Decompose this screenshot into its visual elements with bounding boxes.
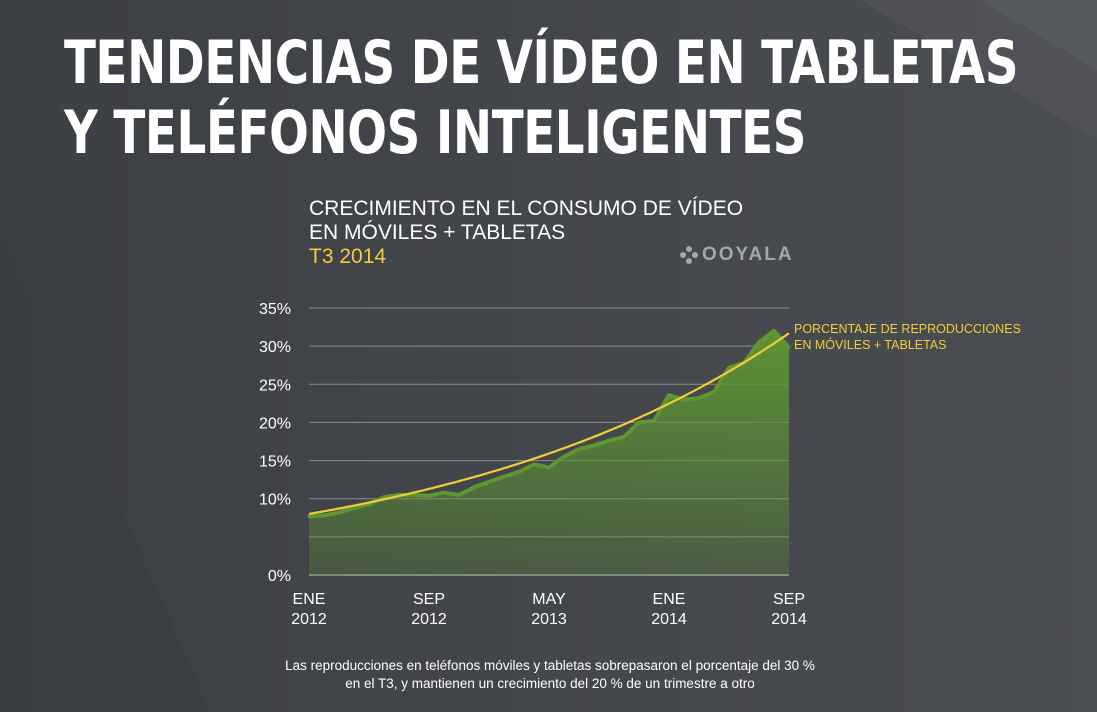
data-point [322,513,326,517]
data-point [562,455,566,459]
data-point [532,462,536,466]
x-tick-label: 2014 [651,611,687,628]
data-point [487,480,491,484]
data-point [667,393,671,397]
data-point [592,443,596,447]
chart-subtitle: T3 2014 [309,245,387,268]
caption-line-1: Las reproducciones en teléfonos móviles … [285,658,815,673]
data-point [757,340,761,344]
y-tick-label: 15% [259,454,291,471]
ooyala-logo: OOYALA [679,244,794,266]
y-tick-label: 25% [259,377,291,394]
data-point [637,420,641,424]
y-tick-label: 0% [268,568,291,585]
x-axis-ticks: ENE 2012 SEP 2012 MAY 2013 ENE 2014 SEP 2014 [291,591,807,628]
data-point [457,493,461,497]
footnote-caption: Las reproducciones en teléfonos móviles … [200,657,900,693]
x-tick-label: 2012 [291,611,327,628]
data-point [307,514,311,518]
data-point [727,366,731,370]
page-title-line-2: Y TELÉFONOS INTELIGENTES [64,98,807,168]
y-tick-label: 35% [259,301,291,318]
data-point [652,419,656,423]
data-point [547,465,551,469]
data-point [502,475,506,479]
chart-title-line-2: EN MÓVILES + TABLETAS [309,221,566,244]
x-tick-label: ENE [653,591,686,608]
data-point [607,439,611,443]
data-point [622,435,626,439]
data-point [517,470,521,474]
x-tick-label: MAY [532,591,566,608]
x-tick-label: SEP [773,591,805,608]
data-point [382,495,386,499]
x-tick-label: SEP [413,591,445,608]
page-title: TENDENCIAS DE VÍDEO EN TABLETAS Y TELÉFO… [64,28,1019,168]
caption-line-2: en el T3, y mantienen un crecimiento del… [345,676,755,691]
series-area [309,330,789,575]
x-tick-label: 2013 [531,611,567,628]
page-title-line-1: TENDENCIAS DE VÍDEO EN TABLETAS [64,28,1019,98]
trend-label-line-1: PORCENTAJE DE REPRODUCCIONES [794,322,1021,336]
x-tick-label: 2012 [411,611,447,628]
data-point [787,346,791,350]
data-point [697,396,701,400]
chart-title: CRECIMIENTO EN EL CONSUMO DE VÍDEO EN MÓ… [309,197,743,269]
chart-title-line-1: CRECIMIENTO EN EL CONSUMO DE VÍDEO [309,197,744,220]
data-point [442,491,446,495]
trend-label-line-2: EN MÓVILES + TABLETAS [794,337,946,352]
trend-line [308,332,790,516]
x-tick-label: ENE [293,591,326,608]
data-point [412,493,416,497]
data-point [352,506,356,510]
data-point [577,447,581,451]
data-point [772,329,776,333]
y-tick-label: 10% [259,492,291,509]
y-tick-label: 30% [259,339,291,356]
data-point [427,494,431,498]
data-point [682,398,686,402]
y-tick-label: 20% [259,415,291,432]
x-tick-label: 2014 [771,611,807,628]
y-axis-ticks: 0% 10% 15% 20% 25% 30% 35% [259,301,291,585]
data-point [337,510,341,514]
logo-wordmark: OOYALA [702,244,794,265]
logo-dots-icon [679,245,699,265]
data-point [472,485,476,489]
data-point [712,390,716,394]
